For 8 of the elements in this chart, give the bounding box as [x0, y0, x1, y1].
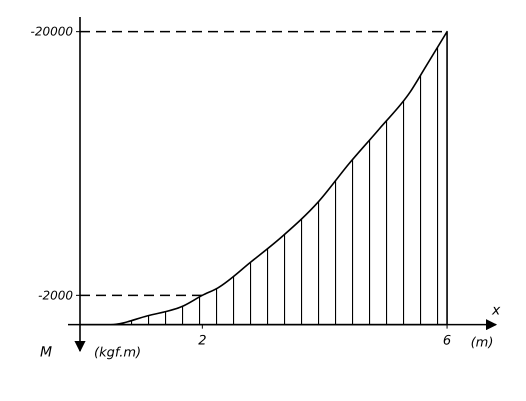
x-axis-title: x: [491, 302, 501, 319]
annotation: (kgf.m): [94, 346, 142, 361]
annotation: (m): [470, 336, 494, 351]
y-tick-label: -2000: [38, 288, 74, 302]
y-tick-label: -20000: [30, 24, 74, 39]
x-tick-label: 2: [198, 334, 206, 349]
x-tick-label: 6: [442, 334, 452, 349]
y-axis-title: M: [40, 344, 52, 361]
